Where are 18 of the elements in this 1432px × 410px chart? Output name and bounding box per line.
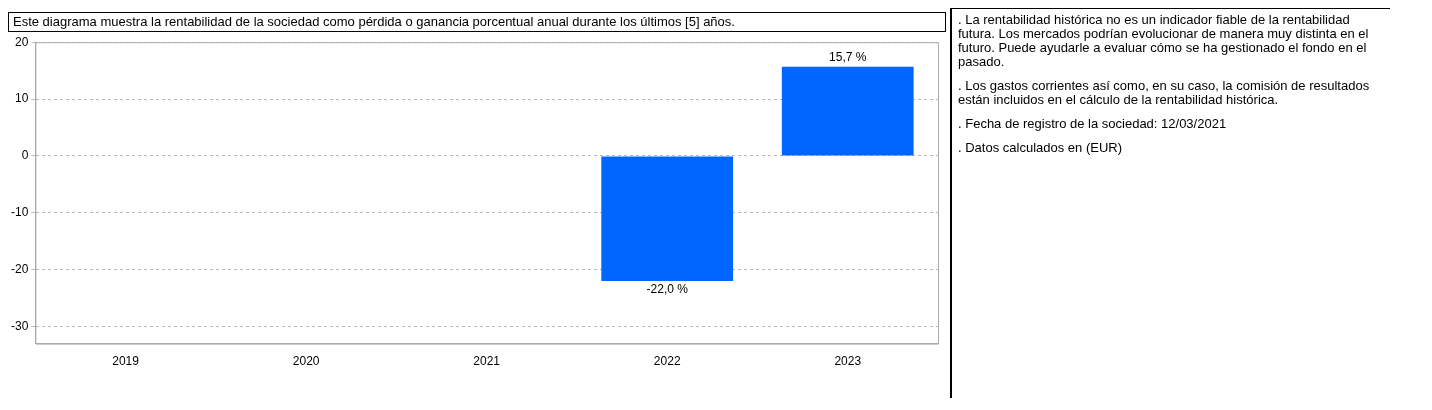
x-tick-label: 2021: [473, 354, 501, 369]
y-tick-label: -10: [11, 205, 29, 220]
data-label: 15,7 %: [829, 49, 867, 64]
data-label: -22,0 %: [646, 282, 689, 297]
x-tick-label: 2022: [653, 354, 681, 369]
y-tick-label: -20: [11, 261, 29, 276]
x-tick-label: 2020: [292, 354, 320, 369]
y-tick-label: -30: [11, 318, 29, 333]
y-tick-label: 20: [14, 34, 29, 49]
x-tick-label: 2023: [834, 354, 862, 369]
text: . La rentabilidad histórica no es un indicador fiable de la rentabilidad futura. Los mercados podrían evolucionar de manera muy distinta en el futuro. Puede ayudarle a evaluar cómo se ha gestionado el fondo en el pasado.: [958, 12, 1370, 69]
text: . Los gastos corrientes así como, en su caso, la comisión de resultados están incluidos en el cálculo de la rentabilidad histórica.: [958, 78, 1371, 107]
chart-title: Este diagrama muestra la rentabilidad de la sociedad como pérdida o ganancia porcentual anual durante los últimos [5] años.: [8, 12, 946, 32]
text: . Fecha de registro de la sociedad: 12/03/2021: [958, 116, 1228, 131]
x-tick-label: 2019: [112, 354, 140, 369]
y-tick-label: 10: [14, 91, 29, 106]
y-tick-label: 0: [21, 148, 29, 163]
text: . Datos calculados en (EUR): [958, 140, 1123, 155]
